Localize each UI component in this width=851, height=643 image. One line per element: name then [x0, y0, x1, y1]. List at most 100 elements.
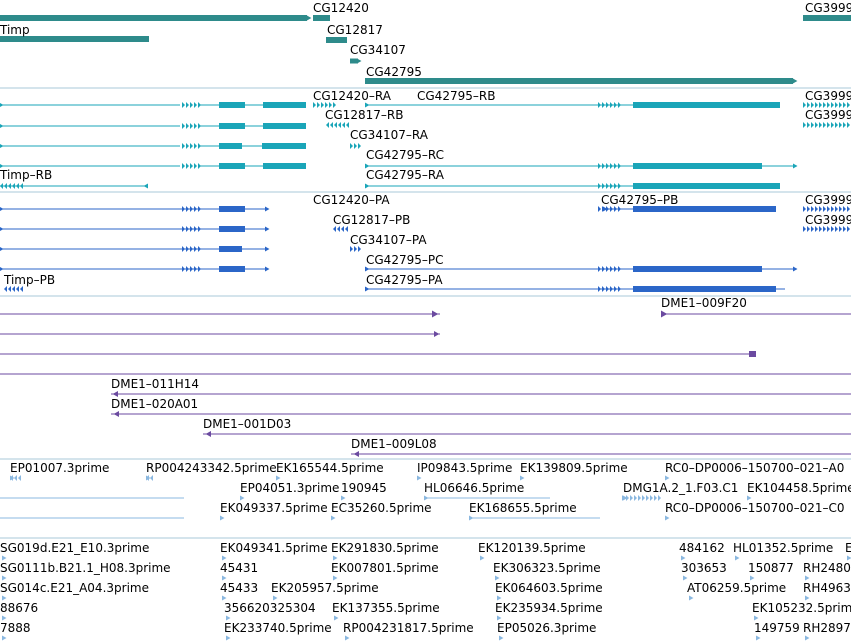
est-glyph-top-4	[520, 475, 525, 481]
est-glyph-bottom-11	[683, 575, 688, 581]
protein-CG3999-b-glyph	[835, 226, 838, 232]
rna-CG3999-a-glyph	[835, 102, 838, 108]
protein-CG42795-PC-exon[interactable]	[633, 266, 762, 272]
protein-CG12420-chevrons	[182, 226, 185, 232]
protein-CG3999-a-glyph	[831, 206, 834, 212]
clone-DME1-020A01-start	[113, 411, 119, 417]
clone-label-DME1-009F20: DME1–009F20	[661, 296, 747, 310]
protein-CG12420-chevrons	[194, 206, 197, 212]
protein-CG42795-PB-exon[interactable]	[633, 206, 776, 212]
protein-CG12420-chevrons	[190, 246, 193, 252]
est-chevrons	[10, 475, 13, 481]
est-glyph-bottom-20	[2, 615, 7, 621]
rna-CG12420-strand	[0, 144, 4, 148]
rna-CG42795-RC-exon[interactable]	[633, 163, 762, 169]
gene-CG42795-bar[interactable]	[365, 78, 793, 84]
rna-CG42795-RB-exon[interactable]	[633, 102, 780, 108]
rna-CG42795-RC-end	[793, 163, 798, 169]
gene-CG12817-bar[interactable]	[326, 37, 347, 43]
rna-CG3999-b-glyph	[815, 122, 818, 128]
protein-label-CG12817-PB: CG12817–PB	[333, 213, 410, 227]
gene-CG34107-bar[interactable]	[350, 58, 358, 64]
gene-CG3999-bar[interactable]	[803, 15, 851, 21]
rna-CG12420-chevrons	[182, 163, 185, 169]
protein-CG12420-exon[interactable]	[219, 246, 242, 252]
protein-CG3999-a-glyph	[811, 206, 814, 212]
gene-CG12420-bar[interactable]	[0, 15, 307, 21]
est-glyph-top-14	[665, 515, 670, 521]
protein-CG3999-b-glyph	[843, 226, 846, 232]
est-label-bottom-22: EK137355.5prime	[332, 601, 440, 615]
rna-CG12817-RB-glyph	[330, 122, 333, 128]
est-label-bottom-12: 150877	[748, 561, 794, 575]
protein-CG42795-PA-chevrons	[614, 286, 617, 292]
rna-label-CG42795-RA: CG42795–RA	[366, 168, 445, 182]
rna-CG12420-chevrons	[182, 102, 185, 108]
protein-CG12420-chevrons	[182, 246, 185, 252]
est-label-top-7: 190945	[341, 481, 387, 495]
protein-Timp-PB-glyph	[8, 286, 11, 292]
protein-CG3999-a-glyph	[815, 206, 818, 212]
protein-CG42795-PA-chevrons	[618, 286, 621, 292]
rna-label-CG34107-RA: CG34107–RA	[350, 128, 429, 142]
rna-CG42795-RA-exon[interactable]	[633, 183, 780, 189]
protein-CG12420-exon[interactable]	[219, 226, 245, 232]
protein-CG42795-PC-chevrons	[598, 266, 601, 272]
rna-Timp-RB-glyph	[20, 183, 23, 189]
rna-CG42795-RC-chevrons	[618, 163, 621, 169]
est-label-bottom-14: SG014c.E21_A04.3prime	[0, 581, 149, 595]
protein-CG42795-PC-chevrons	[618, 266, 621, 272]
feature-glyphs[interactable]	[0, 15, 851, 641]
gene-label-Timp: Timp	[0, 23, 30, 37]
protein-CG12420-chevrons	[190, 206, 193, 212]
rna-CG3999-a-glyph	[843, 102, 846, 108]
protein-Timp-PB-glyph	[12, 286, 15, 292]
est-glyph-bottom-14	[2, 595, 7, 601]
protein-CG42795-PB-chevrons	[598, 206, 601, 212]
rna-CG42795-RC-chevrons	[598, 163, 601, 169]
protein-CG42795-PA-chevrons	[598, 286, 601, 292]
gene-Timp-bar[interactable]	[0, 36, 149, 42]
est-glyph-bottom-3	[480, 555, 485, 561]
protein-CG12420-chevrons	[190, 266, 193, 272]
est-glyph-bottom-0	[2, 555, 7, 561]
protein-CG12420-exon[interactable]	[219, 206, 245, 212]
est-glyph-bottom-8	[222, 575, 227, 581]
rna-CG42795-RC-chevrons	[610, 163, 613, 169]
rna-CG12420-chevrons	[186, 163, 189, 169]
est-label-bottom-30: RH2897	[803, 621, 851, 635]
est-glyph-bottom-25	[2, 635, 7, 641]
protein-CG3999-b-glyph	[823, 226, 826, 232]
clone-end[interactable]	[749, 351, 756, 357]
rna-CG3999-b-glyph	[819, 122, 822, 128]
protein-CG12420-chevrons	[198, 226, 201, 232]
protein-CG42795-PC-chevrons	[614, 266, 617, 272]
rna-CG3999-a-glyph	[823, 102, 826, 108]
est-glyph-bottom-16	[273, 595, 278, 601]
rna-CG12420-chevrons	[182, 123, 185, 129]
est-glyph-bottom-18	[689, 595, 694, 601]
protein-CG12420-chevrons	[198, 206, 201, 212]
rna-CG42795-RB-chevrons	[598, 102, 601, 108]
protein-CG42795-PC-end	[793, 266, 798, 272]
protein-CG12420-end	[265, 226, 270, 232]
protein-CG42795-PA-exon[interactable]	[633, 286, 776, 292]
clone-label-DME1-020A01: DME1–020A01	[111, 397, 198, 411]
est-glyph-bottom-23	[497, 615, 502, 621]
protein-CG12420-exon[interactable]	[219, 266, 245, 272]
gene-CG12817-fragment[interactable]	[313, 15, 330, 21]
protein-CG12420-chevrons	[182, 206, 185, 212]
est-glyph-bottom-1	[222, 555, 227, 561]
rna-CG12420-chevrons	[182, 143, 185, 149]
est-glyph-bottom-21	[226, 615, 231, 621]
rna-CG42795-RA-start	[365, 183, 370, 189]
clone-label-DME1-011H14: DME1–011H14	[111, 377, 199, 391]
gene-label-CG12420: CG12420	[313, 1, 369, 15]
est-chevrons	[650, 495, 653, 501]
est-glyph-top-7	[341, 495, 346, 501]
protein-CG12420-end	[265, 246, 270, 252]
protein-CG3999-b-glyph	[807, 226, 810, 232]
protein-CG12420-end	[265, 206, 270, 212]
